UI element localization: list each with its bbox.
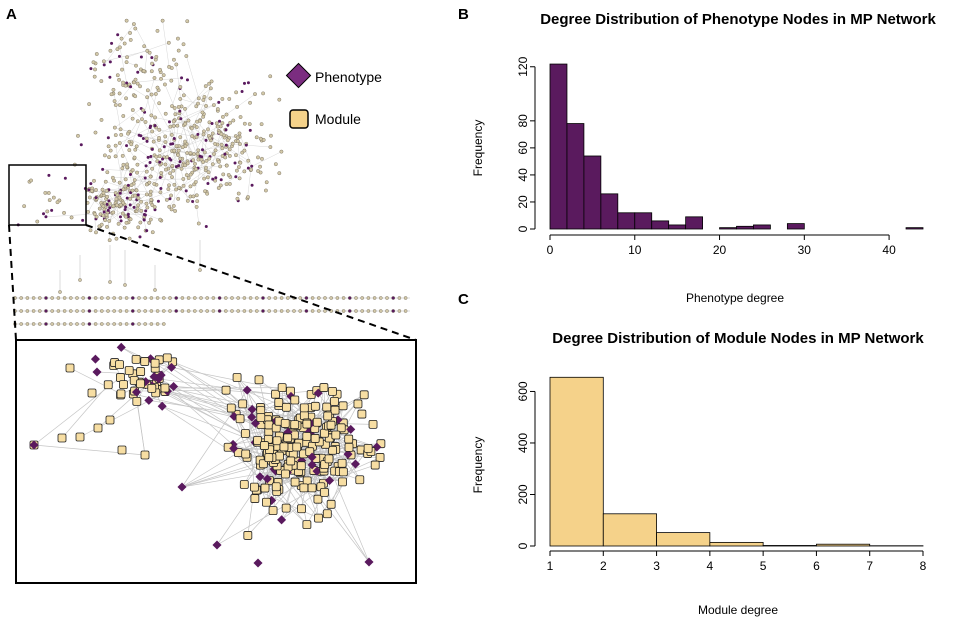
chart-c-bar	[709, 541, 764, 547]
zoom-connector-left	[8, 224, 17, 341]
chart-b-ytick-label: 80	[516, 114, 530, 128]
chart-c-ytick-label: 0	[516, 542, 530, 549]
zoom-region-box	[8, 164, 87, 226]
chart-b-bar	[549, 63, 568, 230]
chart-b-bar	[719, 227, 737, 230]
chart-b-ytick-label: 0	[516, 225, 530, 232]
chart-b-xtick-label: 30	[798, 243, 812, 257]
network-overview	[16, 18, 284, 243]
panel-label-b: B	[458, 6, 469, 23]
chart-c-bar	[762, 545, 817, 547]
chart-b-bar	[617, 212, 636, 230]
chart-b-bar	[566, 123, 585, 230]
chart-c-ytick-label: 400	[516, 433, 530, 453]
legend: Phenotype Module	[285, 62, 382, 129]
chart-c-xtick-label: 1	[547, 559, 554, 573]
chart-c-xtick-label: 2	[600, 559, 607, 573]
chart-b-bar	[736, 225, 754, 230]
chart-b-xtick-label: 20	[713, 243, 727, 257]
chart-c-xtick-label: 5	[760, 559, 767, 573]
chart-c-xtick-label: 8	[920, 559, 927, 573]
chart-c-ytick-label: 600	[516, 381, 530, 401]
chart-c-bar	[549, 376, 604, 547]
chart-b-bar	[600, 193, 619, 230]
chart-c-bar	[602, 513, 657, 547]
module-legend-label: Module	[315, 111, 361, 127]
chart-b-bar	[583, 155, 602, 230]
chart-c-ylabel: Frequency	[471, 437, 485, 494]
chart-c-title: Degree Distribution of Module Nodes in M…	[552, 330, 924, 347]
chart-b-ylabel: Frequency	[471, 120, 485, 177]
chart-b-bar	[905, 227, 924, 230]
chart-c-bar	[816, 543, 871, 547]
phenotype-legend-icon	[285, 62, 312, 89]
chart-b-xtick-label: 10	[628, 243, 642, 257]
chart-c-bar	[656, 532, 711, 547]
node-row-strips	[13, 240, 410, 326]
chart-b-xlabel: Phenotype degree	[686, 291, 784, 305]
zoom-connector-right	[85, 224, 417, 341]
phenotype-legend-label: Phenotype	[315, 69, 382, 85]
chart-b-xtick-label: 40	[882, 243, 896, 257]
chart-b-bar	[786, 223, 805, 230]
chart-b-bar	[634, 212, 653, 230]
chart-b-ytick-label: 40	[516, 168, 530, 182]
zoomed-network-inset	[15, 339, 417, 584]
chart-c-xtick-label: 4	[707, 559, 714, 573]
chart-c-ytick-label: 200	[516, 484, 530, 504]
chart-c-xlabel: Module degree	[698, 603, 778, 617]
chart-b-bar	[668, 224, 687, 230]
module-degree-chart: Degree Distribution of Module Nodes in M…	[471, 330, 927, 617]
phenotype-degree-chart: Degree Distribution of Phenotype Nodes i…	[471, 11, 936, 305]
chart-b-ytick-label: 120	[516, 56, 530, 76]
chart-b-bar	[753, 224, 771, 230]
chart-b-title: Degree Distribution of Phenotype Nodes i…	[540, 11, 936, 28]
chart-b-bar	[685, 216, 703, 230]
chart-b-ytick-label: 20	[516, 195, 530, 209]
panel-label-c: C	[458, 291, 469, 308]
chart-b-ytick-label: 60	[516, 141, 530, 155]
chart-c-xtick-label: 7	[866, 559, 873, 573]
chart-b-xtick-label: 0	[547, 243, 554, 257]
chart-c-xtick-label: 6	[813, 559, 820, 573]
module-legend-icon	[289, 109, 309, 129]
chart-c-xtick-label: 3	[653, 559, 660, 573]
chart-b-bar	[651, 220, 670, 230]
panel-label-a: A	[6, 6, 17, 23]
